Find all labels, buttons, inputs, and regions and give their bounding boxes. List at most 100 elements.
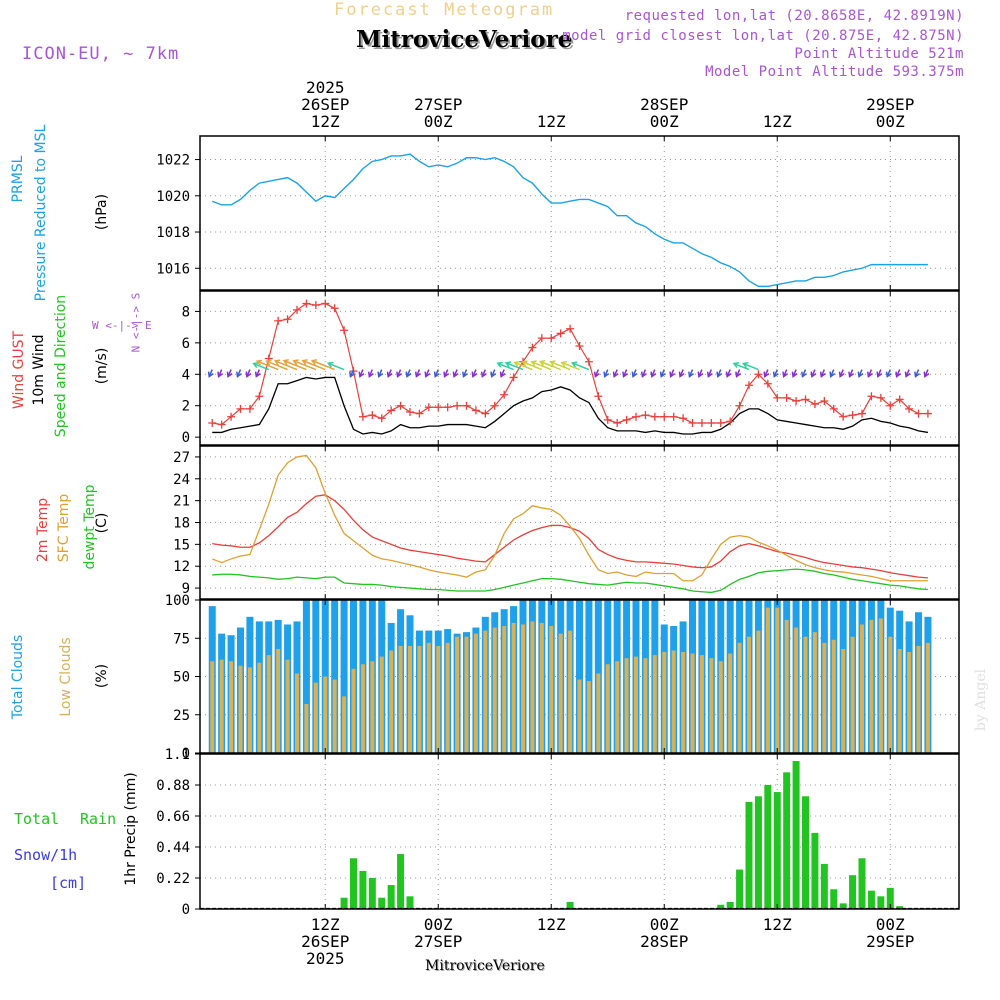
wind-direction-arrowhead (735, 371, 742, 378)
y-tick-label: 1022 (156, 153, 190, 169)
time-label-bottom: 29SEP (866, 932, 914, 951)
temp-label-sfc: SFC Temp (56, 493, 72, 563)
wind-gust-marker (754, 370, 763, 379)
wind-direction-arrowhead (326, 361, 334, 368)
low-cloud-bar (342, 696, 347, 753)
wind-gust-marker (358, 412, 367, 421)
wind-gust-marker (471, 406, 480, 415)
wind-gust-marker (810, 400, 819, 409)
wind-direction-arrowhead (414, 371, 421, 378)
panel-frame (199, 445, 960, 600)
wind-direction-arrowhead (716, 371, 723, 378)
wind-direction-arrowhead (504, 361, 512, 368)
wind-gust-marker (848, 411, 857, 420)
wind-direction-arrow (505, 362, 524, 371)
low-cloud-bar (690, 653, 695, 753)
wind-gust-marker (292, 305, 301, 314)
wind-direction-arrowhead (725, 371, 732, 378)
wind-gust-marker (528, 343, 537, 352)
rain-bar (754, 796, 762, 909)
wind-direction-arrow (266, 360, 288, 371)
wind-gust-marker (377, 414, 386, 423)
wind-direction-arrow (522, 361, 543, 371)
y-tick-label: 1.1 (165, 747, 190, 763)
rain-bar (877, 896, 885, 909)
low-cloud-bar (417, 645, 422, 753)
rain-bar (566, 901, 574, 909)
low-cloud-bar (897, 648, 902, 753)
wind-gust-marker (368, 411, 377, 420)
y-tick-label: 12 (173, 559, 190, 575)
wind-gust-marker (584, 357, 593, 366)
wind-gust-marker (923, 409, 932, 418)
rain-bar (886, 887, 894, 909)
wind-gust-marker (340, 326, 349, 335)
low-cloud-bar (502, 626, 507, 753)
rain-bar (849, 875, 857, 909)
low-cloud-bar (407, 645, 412, 753)
wind-direction-arrowhead (791, 371, 798, 378)
low-cloud-bar (794, 627, 799, 753)
wind-direction-arrow (327, 362, 345, 371)
wind-direction-arrowhead (742, 362, 749, 369)
y-tick-label: 25 (173, 708, 190, 724)
low-cloud-bar (624, 658, 629, 753)
rain-bar (867, 890, 875, 909)
low-cloud-bar (925, 642, 930, 753)
wind-direction-arrowhead (914, 371, 921, 378)
wind-direction-arrow (256, 360, 279, 371)
low-cloud-bar (210, 661, 215, 753)
time-label-bottom: 26SEP (301, 932, 349, 951)
wind-gust-marker (396, 401, 405, 410)
wind-direction-arrowhead (521, 360, 528, 367)
wind-gust-marker (669, 412, 678, 421)
wind-gust-marker (481, 409, 490, 418)
wind-direction-arrowhead (471, 371, 478, 378)
total-cloud-bar (340, 600, 348, 753)
rain-bar (717, 904, 725, 909)
wind-gust-marker (245, 404, 254, 413)
wind-gust-marker (726, 417, 735, 426)
low-cloud-bar (492, 627, 497, 753)
precip-legend-cm: [cm] (50, 874, 87, 892)
low-cloud-bar (483, 630, 488, 753)
time-label-top: 28SEP (640, 95, 688, 114)
low-cloud-bar (568, 630, 573, 753)
low-cloud-bar (699, 655, 704, 753)
wind-gust-marker (330, 304, 339, 313)
time-label-bottom: 28SEP (640, 932, 688, 951)
rain-bar (726, 901, 734, 909)
wind-direction-arrow (561, 361, 580, 371)
wind-gust-marker (575, 342, 584, 350)
low-cloud-bar (257, 662, 262, 753)
rain-bar (858, 858, 866, 909)
y-tick-label: 27 (173, 450, 190, 466)
wind-direction-arrowhead (386, 371, 393, 378)
low-cloud-bar (907, 652, 912, 753)
time-label-bottom: 00Z (876, 915, 905, 934)
low-cloud-bar (332, 679, 337, 753)
wind-gust-marker (509, 373, 518, 382)
time-label-top: 2025 (306, 78, 345, 97)
wind-gust-marker (556, 329, 565, 338)
low-cloud-bar (850, 636, 855, 753)
total-cloud-bar (331, 600, 339, 753)
wind-gust-marker (547, 334, 556, 343)
y-tick-label: 18 (173, 516, 190, 532)
low-cloud-bar (370, 661, 375, 753)
low-cloud-bar (577, 679, 582, 753)
low-cloud-bar (539, 622, 544, 753)
wind-gust-marker (745, 381, 754, 390)
rain-bar (378, 897, 386, 909)
closest-coords: model grid closest lon,lat (20.875E, 42.… (562, 28, 964, 44)
wind-gust-marker (829, 404, 838, 413)
low-cloud-bar (709, 658, 714, 753)
temp-2m-line (212, 494, 928, 579)
low-cloud-bar (304, 704, 309, 753)
wind-direction-arrowhead (443, 371, 450, 378)
wind-gust-marker (773, 393, 782, 402)
wind-gust-marker (839, 412, 848, 421)
wind-gust-marker (867, 392, 876, 401)
wind-gust-marker (622, 415, 631, 424)
rain-bar (773, 792, 781, 909)
